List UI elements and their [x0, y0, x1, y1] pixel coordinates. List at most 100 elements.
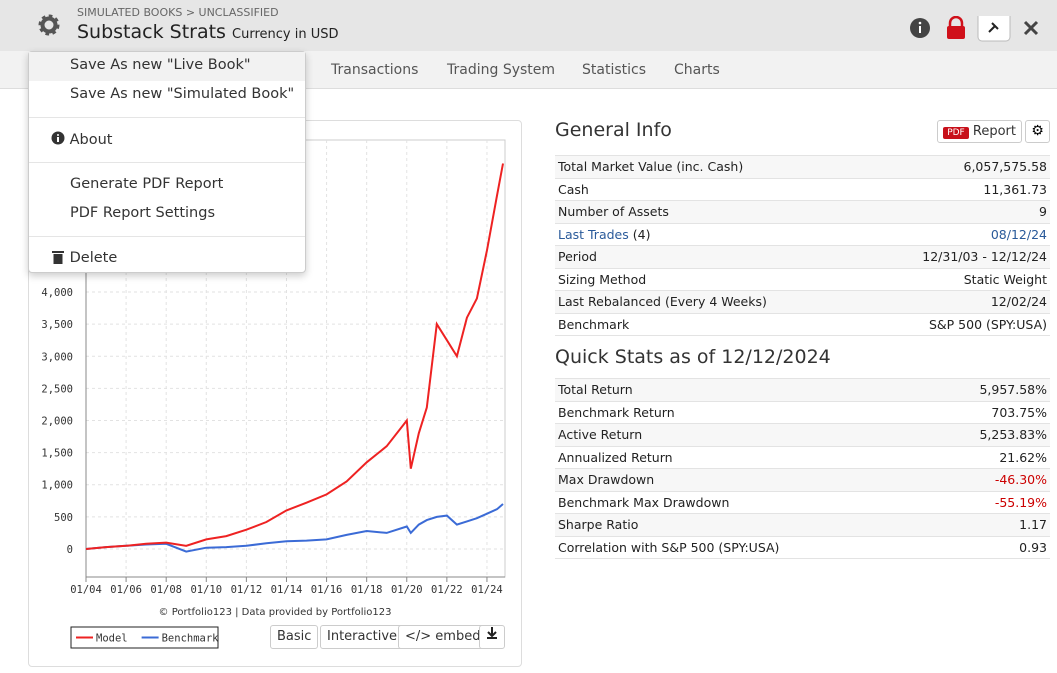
legend-label: Benchmark — [162, 633, 220, 645]
row-value: -55.19% — [929, 490, 1050, 514]
x-tick-label: 01/20 — [391, 584, 423, 596]
table-row: Sizing Method Static Weight — [555, 267, 1050, 291]
report-settings[interactable]: ⚙ — [1025, 120, 1050, 143]
chart-button[interactable]: Basic — [270, 625, 319, 649]
tab[interactable]: Statistics — [582, 62, 646, 78]
section-title: Quick Stats as of 12/12/2024 — [555, 346, 831, 368]
row-value: 5,253.83% — [929, 423, 1050, 447]
label-text: Last Rebalanced (Every 4 Weeks) — [558, 294, 767, 310]
download-icon — [487, 627, 497, 639]
menu-item[interactable]: PDF Report Settings — [70, 205, 216, 221]
label-text: Sharpe Ratio — [558, 517, 639, 533]
row-value: 703.75% — [929, 400, 1050, 424]
info-table: Total Market Value (inc. Cash) 6,057,575.… — [555, 155, 1050, 336]
close-icon[interactable] — [1023, 20, 1039, 36]
y-tick-label: 3,500 — [41, 319, 73, 331]
label-text: Total Market Value (inc. Cash) — [558, 159, 744, 175]
settings-icon[interactable] — [36, 12, 62, 38]
tab[interactable]: Transactions — [331, 62, 419, 78]
legend-label: Model — [96, 633, 128, 645]
row-value: 12/02/24 — [862, 290, 1050, 314]
credit: © Portfolio123 | Data provided by Portfo… — [159, 607, 392, 618]
y-tick-label: 2,500 — [41, 383, 73, 395]
menu-item[interactable]: Delete — [51, 249, 117, 266]
chart-button[interactable]: Interactive — [320, 625, 405, 649]
y-tick-label: 500 — [54, 512, 73, 524]
label-note: (4) — [632, 226, 651, 242]
tab[interactable]: Trading System — [447, 62, 556, 78]
x-tick-label: 01/06 — [110, 584, 142, 596]
row-value: 21.62% — [929, 445, 1050, 469]
x-tick-label: 01/14 — [271, 584, 303, 596]
pdf-badge: PDF — [943, 127, 969, 139]
label-text: Active Return — [558, 427, 643, 443]
label-text: Benchmark Max Drawdown — [558, 494, 730, 510]
row-label: Benchmark Return — [555, 400, 930, 424]
row-value: 12/31/03 - 12/12/24 — [862, 245, 1050, 269]
row-label: Cash — [555, 177, 863, 201]
table-row: Sharpe Ratio 1.17 — [555, 513, 1050, 537]
general-info: General Info PDF Report ⚙ Total Market V… — [555, 119, 1050, 559]
label-text: Benchmark Return — [558, 404, 675, 420]
row-value: 0.93 — [929, 535, 1050, 559]
x-tick-label: 01/12 — [231, 584, 263, 596]
row-value: Static Weight — [862, 267, 1050, 291]
label-text: Number of Assets — [558, 204, 669, 220]
x-tick-label: 01/16 — [311, 584, 343, 596]
series-line — [85, 163, 504, 550]
table-row: Total Market Value (inc. Cash) 6,057,575.… — [555, 155, 1050, 179]
table-row: Annualized Return 21.62% — [555, 445, 1050, 469]
section-title: General Info — [555, 119, 672, 141]
download-button[interactable] — [479, 625, 505, 649]
label-text: Sizing Method — [558, 271, 647, 287]
table-row: Number of Assets 9 — [555, 200, 1050, 224]
trash-icon — [52, 251, 64, 264]
menu-item[interactable]: About — [51, 131, 112, 148]
y-tick-label: 2,000 — [41, 415, 73, 427]
series-line — [85, 503, 504, 553]
label-text: Benchmark — [558, 316, 630, 332]
row-label: Correlation with S&P 500 (SPY:USA) — [555, 535, 930, 559]
info-icon — [51, 131, 65, 145]
pin-button[interactable] — [977, 16, 1011, 42]
x-tick-label: 01/08 — [150, 584, 182, 596]
label-text: Total Return — [558, 382, 633, 398]
row-label: Period — [555, 245, 863, 269]
row-value: 11,361.73 — [862, 177, 1050, 201]
row-label: Sizing Method — [555, 267, 863, 291]
menu-item[interactable]: Save As new "Simulated Book" — [70, 86, 295, 102]
table-row: Max Drawdown -46.30% — [555, 468, 1050, 492]
x-tick-label: 01/04 — [70, 584, 102, 596]
row-value: -46.30% — [929, 468, 1050, 492]
x-tick-label: 01/18 — [351, 584, 383, 596]
menu-item[interactable]: Generate PDF Report — [70, 176, 224, 192]
lock-icon[interactable] — [947, 16, 965, 39]
row-value: 6,057,575.58 — [862, 155, 1050, 179]
dropdown-menu: Save As new "Live Book" Save As new "Sim… — [28, 51, 306, 273]
row-value: 9 — [862, 200, 1050, 224]
tab[interactable]: Charts — [674, 62, 720, 78]
row-label: Max Drawdown — [555, 468, 930, 492]
label-text: Correlation with S&P 500 (SPY:USA) — [558, 539, 780, 555]
y-tick-label: 1,000 — [41, 480, 73, 492]
chart-button[interactable]: </> embed — [398, 625, 488, 649]
label-text: Annualized Return — [558, 449, 673, 465]
label-text: Period — [558, 249, 597, 265]
row-value: 08/12/24 — [862, 222, 1050, 246]
book-title: Substack Strats Currency in USD — [77, 21, 338, 43]
report-button[interactable]: PDF Report — [937, 120, 1022, 143]
table-row: Last Trades (4) 08/12/24 — [555, 222, 1050, 246]
toolbar-icons — [910, 16, 1039, 42]
row-label: Total Return — [555, 378, 930, 402]
table-row: Correlation with S&P 500 (SPY:USA) 0.93 — [555, 535, 1050, 559]
table-row: Benchmark Return 703.75% — [555, 400, 1050, 424]
y-tick-label: 4,000 — [41, 287, 73, 299]
row-value: 1.17 — [929, 513, 1050, 537]
row-label: Last Trades (4) — [555, 222, 863, 246]
title: Substack Strats — [77, 21, 226, 43]
stats-table: Total Return 5,957.58% Benchmark Return 703… — [555, 378, 1050, 559]
row-label: Benchmark — [555, 312, 863, 336]
menu-item[interactable]: Save As new "Live Book" — [70, 57, 251, 73]
row-label: Total Market Value (inc. Cash) — [555, 155, 863, 179]
